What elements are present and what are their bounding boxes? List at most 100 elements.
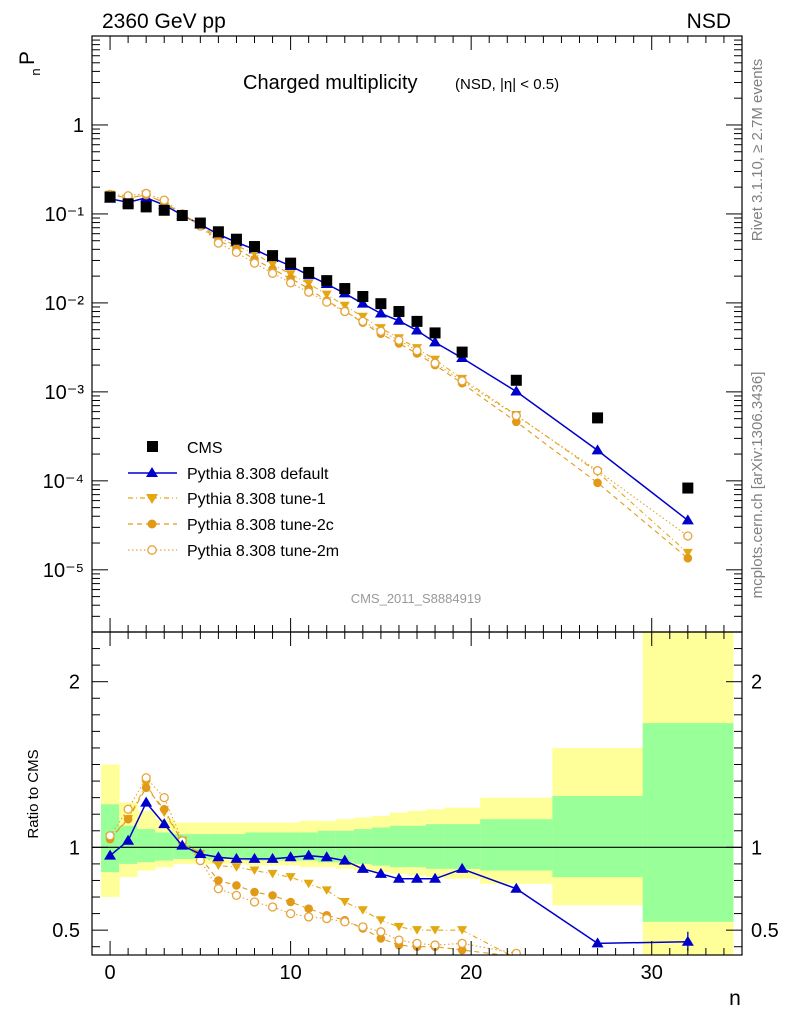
ratio-point-pythia-8-308-tune-2c — [250, 887, 259, 897]
ratio-point-pythia-8-308-tune-2c — [159, 804, 169, 814]
axis-tick-labels: 0 10 20 30 1 10⁻¹ 10⁻² 10⁻³ 10⁻⁴ 10⁻⁵ 0.5 0.5 1 1 2 2 — [43, 115, 779, 984]
ratio-point-pythia-8-308-default — [104, 849, 117, 860]
y-tick-label: 10⁻⁴ — [43, 471, 84, 493]
main-point-pythia-8-308-tune-1 — [682, 548, 693, 558]
x-tick-label: 0 — [104, 962, 115, 984]
main-point-pythia-8-308-tune-2m — [592, 466, 603, 476]
ratio-point-pythia-8-308-tune-2m — [322, 913, 332, 924]
x-tick-label: 30 — [641, 962, 663, 984]
ratio-point-pythia-8-308-default — [230, 852, 243, 863]
ratio-point-pythia-8-308-tune-2m — [159, 792, 169, 803]
main-point-pythia-8-308-default — [374, 307, 387, 318]
ratio-point-pythia-8-308-tune-2c — [268, 891, 277, 900]
ratio-y-tick-label-right: 1 — [751, 837, 762, 859]
main-point-pythia-8-308-default — [591, 444, 604, 455]
ratio-point-pythia-8-308-default — [456, 862, 469, 873]
ratio-point-pythia-8-308-tune-2c — [286, 897, 295, 907]
ratio-point-pythia-8-308-tune-2m — [376, 927, 386, 937]
ratio-point-pythia-8-308-tune-2m — [141, 773, 151, 783]
y-tick-label: 1 — [73, 115, 84, 137]
ratio-point-pythia-8-308-tune-2m — [340, 917, 350, 927]
main-point-pythia-8-308-tune-2m — [340, 306, 350, 317]
ratio-y-tick-label: 1 — [69, 837, 80, 859]
main-point-cms — [357, 291, 369, 303]
energy-label: 2360 GeV pp — [102, 10, 226, 33]
ratio-band-inner — [444, 824, 481, 869]
ratio-point-pythia-8-308-default — [266, 852, 279, 863]
ratio-point-pythia-8-308-tune-1 — [457, 926, 468, 935]
ratio-point-pythia-8-308-tune-2m — [267, 902, 278, 912]
ratio-point-pythia-8-308-tune-1 — [375, 916, 386, 925]
ratio-point-pythia-8-308-tune-2m — [511, 948, 521, 955]
ratio-point-pythia-8-308-default — [320, 851, 333, 862]
x-tick-label: 20 — [460, 962, 482, 984]
ratio-band-inner — [137, 829, 156, 863]
ratio-point-pythia-8-308-tune-2c — [376, 934, 386, 943]
ratio-point-pythia-8-308-tune-2c — [232, 881, 241, 890]
legend-label-tune-2c: Pythia 8.308 tune-2c — [187, 517, 334, 534]
main-point-pythia-8-308-tune-2m — [231, 247, 242, 258]
legend-item-default: Pythia 8.308 default — [128, 466, 329, 483]
ratio-series-group — [104, 773, 694, 955]
ratio-point-pythia-8-308-tune-2m — [231, 890, 242, 901]
process-label: NSD — [687, 10, 731, 33]
main-point-cms — [682, 482, 694, 494]
chart-subtitle: (NSD, |η| < 0.5) — [455, 76, 559, 93]
main-point-pythia-8-308-tune-2m — [267, 268, 278, 278]
main-point-cms — [122, 198, 134, 210]
ratio-point-pythia-8-308-tune-2m — [412, 938, 422, 949]
ratio-point-pythia-8-308-tune-1 — [213, 861, 224, 871]
ratio-band-inner — [263, 832, 283, 861]
ratio-point-pythia-8-308-tune-2c — [214, 876, 223, 885]
main-point-cms — [321, 275, 333, 287]
ratio-point-pythia-8-308-default — [411, 872, 423, 883]
ratio-band-inner — [389, 825, 409, 868]
ratio-point-pythia-8-308-tune-2m — [430, 940, 440, 950]
rivet-label: Rivet 3.1.10, ≥ 2.7M events — [749, 59, 766, 242]
chart-title: Charged multiplicity — [243, 72, 418, 94]
ratio-point-pythia-8-308-tune-1 — [267, 869, 278, 879]
legend: CMS Pythia 8.308 default Pythia 8.308 tu… — [128, 440, 339, 560]
ratio-point-pythia-8-308-tune-2m — [304, 912, 314, 922]
ratio-uncertainty-bands — [101, 632, 734, 955]
ratio-point-pythia-8-308-tune-1 — [430, 926, 441, 935]
ratio-point-pythia-8-308-tune-1 — [231, 863, 242, 872]
ratio-band-inner — [480, 819, 553, 871]
ratio-point-pythia-8-308-tune-2c — [457, 945, 467, 955]
analysis-watermark: CMS_2011_S8884919 — [351, 591, 482, 606]
ratio-band-inner — [642, 723, 734, 922]
ratio-point-pythia-8-308-tune-2m — [249, 897, 260, 907]
legend-item-cms: CMS — [147, 440, 223, 457]
main-point-cms — [510, 374, 522, 386]
main-point-cms — [429, 327, 441, 339]
ratio-point-pythia-8-308-default — [140, 796, 153, 807]
main-point-pythia-8-308-tune-2m — [394, 335, 404, 345]
main-point-cms — [104, 191, 116, 203]
main-point-pythia-8-308-tune-2m — [213, 238, 224, 248]
y-tick-label: 10⁻⁵ — [43, 560, 84, 582]
y-tick-label: 10⁻² — [45, 293, 85, 315]
ratio-band-inner — [317, 830, 337, 863]
main-point-pythia-8-308-tune-2c — [683, 553, 693, 563]
legend-item-tune-2m: Pythia 8.308 tune-2m — [128, 543, 339, 560]
ratio-point-pythia-8-308-default — [212, 851, 225, 862]
main-point-cms — [158, 204, 170, 216]
ratio-band-inner — [407, 825, 427, 868]
main-point-pythia-8-308-default — [356, 297, 369, 308]
legend-item-tune-2c: Pythia 8.308 tune-2c — [128, 517, 334, 534]
main-point-cms — [285, 257, 297, 269]
main-point-pythia-8-308-tune-2m — [376, 326, 386, 336]
ratio-point-pythia-8-308-default — [510, 882, 523, 893]
main-point-pythia-8-308-tune-2m — [322, 297, 332, 307]
ratio-point-pythia-8-308-default — [194, 847, 207, 858]
main-point-cms — [411, 315, 423, 327]
main-point-cms — [230, 233, 242, 245]
ratio-point-pythia-8-308-tune-2m — [285, 908, 296, 919]
ratio-y-tick-label-right: 2 — [751, 672, 762, 694]
main-point-cms — [194, 217, 206, 229]
ratio-point-pythia-8-308-default — [158, 818, 171, 829]
main-ylabel-subscript: n — [28, 68, 43, 75]
ratio-point-pythia-8-308-default — [122, 834, 135, 845]
